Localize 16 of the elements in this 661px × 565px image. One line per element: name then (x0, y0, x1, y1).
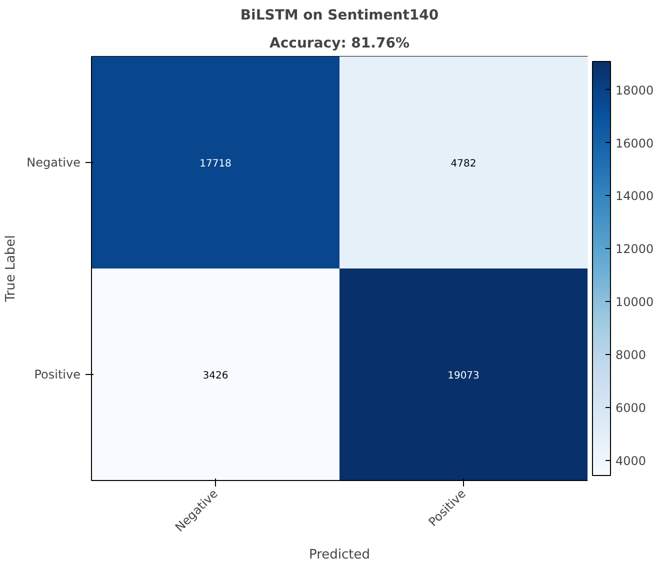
data-label: 4782 (450, 158, 476, 170)
data-label: 17718 (200, 158, 232, 170)
color-bar-label: 16000 (616, 136, 654, 150)
color-bar-label: 6000 (616, 400, 646, 415)
color-bar-label: 18000 (616, 83, 654, 98)
chart-title: BiLSTM on Sentiment140 (240, 8, 439, 24)
y-axis-title: True Label (4, 235, 19, 303)
color-bar-label: 4000 (616, 454, 646, 468)
data-label: 3426 (202, 370, 228, 382)
color-bar-label: 14000 (616, 189, 654, 204)
data-label: 19073 (448, 370, 480, 382)
color-bar-label: 8000 (616, 348, 646, 362)
color-bar-label: 12000 (616, 242, 654, 256)
chart-subtitle: Accuracy: 81.76% (270, 36, 410, 52)
x-axis-title: Predicted (308, 547, 370, 562)
color-bar-label: 10000 (616, 295, 654, 310)
